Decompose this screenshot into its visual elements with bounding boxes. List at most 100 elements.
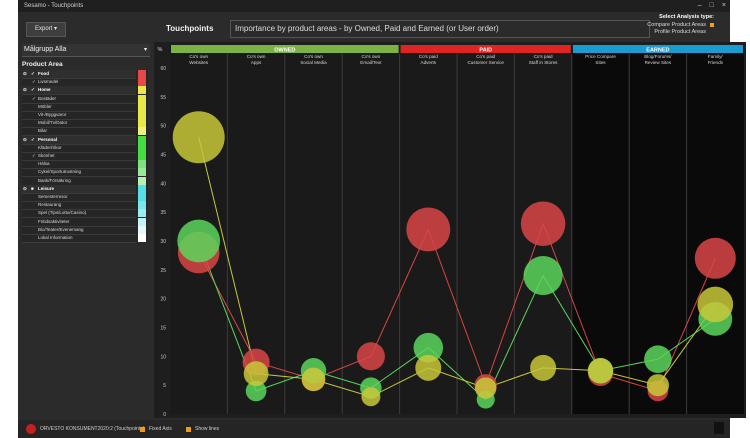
color-swatch — [138, 184, 146, 193]
category-checkbox-icon[interactable]: ✓ — [31, 87, 35, 93]
category-label: Apps — [251, 60, 262, 65]
data-bubble — [530, 354, 557, 381]
color-swatch — [138, 119, 146, 128]
color-swatch — [138, 127, 146, 136]
maximize-button[interactable]: □ — [709, 2, 714, 9]
checkbox-icon[interactable] — [140, 426, 145, 432]
close-button[interactable]: × — [721, 2, 726, 9]
y-tick-label: 45 — [160, 153, 166, 159]
y-tick-label: 60 — [160, 66, 166, 72]
category-checkbox-icon[interactable]: ■ — [31, 185, 34, 191]
analysis-option-profile[interactable]: Profile Product Areas — [647, 29, 714, 35]
analysis-type-panel: Select Analysis type: Compare Product Ar… — [647, 14, 714, 35]
y-tick-label: 5 — [163, 383, 166, 389]
tree-item-row[interactable]: Möbler — [22, 103, 136, 112]
tree-category-row[interactable]: ⊙ ■ Leisure — [22, 184, 136, 194]
color-swatch — [138, 78, 146, 87]
color-swatch — [138, 168, 146, 177]
expand-icon[interactable]: ⊙ — [23, 185, 27, 191]
data-bubble — [587, 358, 614, 384]
tree-label: Home — [38, 87, 51, 93]
tree-label: Fritidsaktiviteter — [38, 218, 70, 224]
chart-subtitle: Importance by product areas - by Owned, … — [235, 24, 499, 33]
tree-item-row[interactable]: Spel (Tips/Lotto/Casino) — [22, 209, 136, 219]
color-swatch — [138, 176, 146, 185]
item-checkbox-icon[interactable]: ✓ — [32, 153, 36, 158]
color-swatch — [138, 209, 146, 218]
item-checkbox-icon[interactable]: ✓ — [32, 95, 36, 101]
y-tick-label: 35 — [160, 210, 166, 216]
tree-item-row[interactable]: Mobil/Tv/Dator — [22, 119, 136, 129]
tree-item-row[interactable]: Semesterresor — [22, 193, 136, 202]
tree-category-row[interactable]: ⊙ ✓ Home — [22, 86, 136, 96]
expand-icon[interactable]: ⊙ — [23, 71, 27, 76]
category-checkbox-icon[interactable]: ✓ — [31, 136, 35, 142]
tree-item-row[interactable]: Fritidsaktiviteter — [22, 218, 136, 227]
tree-label: Personal — [38, 136, 58, 142]
tree-label: Restaurang — [38, 202, 62, 208]
tree-label: Bank/Försäkring — [38, 177, 71, 183]
footer-brand: ORVESTO KONSUMENT2020:2 (Touchpoints) — [40, 426, 145, 432]
item-checkbox-icon[interactable]: ✓ — [32, 79, 36, 85]
tree-label: Spel (Tips/Lotto/Casino) — [38, 210, 87, 216]
checkbox-icon[interactable] — [710, 23, 714, 27]
category-label: Sites — [595, 60, 606, 65]
tree-label: Lokal Information — [38, 235, 73, 240]
subtitle-box: Importance by product areas - by Owned, … — [230, 20, 650, 38]
show-lines-checkbox[interactable]: Show lines — [186, 426, 219, 432]
color-swatch — [138, 70, 146, 78]
tree-item-row[interactable]: Cykel/Sportutrustning — [22, 168, 136, 178]
target-group-select[interactable]: Målgrupp Alla ▾ — [22, 44, 150, 57]
category-label: Co's paid — [534, 54, 553, 59]
color-swatch — [138, 234, 146, 242]
y-tick-label: 25 — [160, 268, 166, 274]
category-label: Websites — [189, 60, 209, 65]
group-header-label: EARNED — [646, 48, 669, 54]
tree-item-row[interactable]: ✓ Bostäder — [22, 95, 136, 104]
tree-label: Bio/Teater/Evenemang — [38, 226, 84, 232]
category-label: Price Compare — [585, 54, 616, 59]
color-swatch — [138, 193, 146, 201]
checkbox-icon[interactable] — [710, 30, 714, 34]
category-checkbox-icon[interactable]: ✓ — [31, 71, 35, 76]
checkbox-icon[interactable] — [186, 426, 191, 432]
data-bubble — [413, 332, 444, 363]
color-swatch — [138, 152, 146, 160]
tree-category-row[interactable]: ⊙ ✓ Personal — [22, 135, 136, 145]
tree-item-row[interactable]: Vit-/Byggvaror — [22, 111, 136, 120]
expand-icon[interactable]: ⊙ — [23, 136, 27, 142]
tree-label: Mobil/Tv/Dator — [38, 120, 68, 126]
color-swatch — [138, 225, 146, 234]
tree-category-row[interactable]: ⊙ ✓ Food — [22, 70, 136, 79]
bubble-chart: OWNED PAID EARNED% 0 5 10 15 20 25 30 35 40 45 50 55 60… — [154, 42, 746, 418]
page-title: Touchpoints — [166, 24, 214, 33]
color-swatch — [138, 135, 146, 144]
group-header-bar — [171, 45, 399, 53]
minimize-button[interactable]: – — [697, 2, 702, 9]
y-tick-label: 15 — [160, 326, 166, 332]
analysis-option-label: Profile Product Areas — [654, 29, 706, 35]
tree-item-row[interactable]: ✓ Skönhet — [22, 152, 136, 161]
tree-label: Livsmedel — [38, 79, 59, 85]
tree-item-row[interactable]: Restaurang — [22, 201, 136, 211]
tree-label: Vit-/Byggvaror — [38, 112, 67, 117]
tree-label: Semesterresor — [38, 194, 68, 199]
tree-item-row[interactable]: Bio/Teater/Evenemang — [22, 226, 136, 235]
analysis-option-compare[interactable]: Compare Product Areas — [647, 22, 714, 28]
tree-item-row[interactable]: Hälsa — [22, 160, 136, 170]
fixed-axis-checkbox[interactable]: Fixed Axis — [140, 426, 172, 432]
expand-icon[interactable]: ⊙ — [23, 87, 27, 93]
y-tick-label: 10 — [160, 354, 166, 360]
orvesto-logo-icon — [26, 424, 36, 434]
data-bubble — [356, 342, 385, 371]
export-button[interactable]: Export ▾ — [26, 22, 66, 37]
data-bubble — [406, 207, 451, 252]
tree-item-row[interactable]: Kläder/Skor — [22, 144, 136, 153]
data-bubble — [301, 367, 326, 392]
analysis-option-label: Compare Product Areas — [647, 22, 706, 28]
tree-label: Hälsa — [38, 161, 50, 167]
data-bubble — [644, 345, 672, 374]
tree-item-row[interactable]: Lokal Information — [22, 234, 136, 243]
tree-label: Skönhet — [38, 153, 55, 158]
category-label: Staff in Stores — [529, 60, 558, 65]
